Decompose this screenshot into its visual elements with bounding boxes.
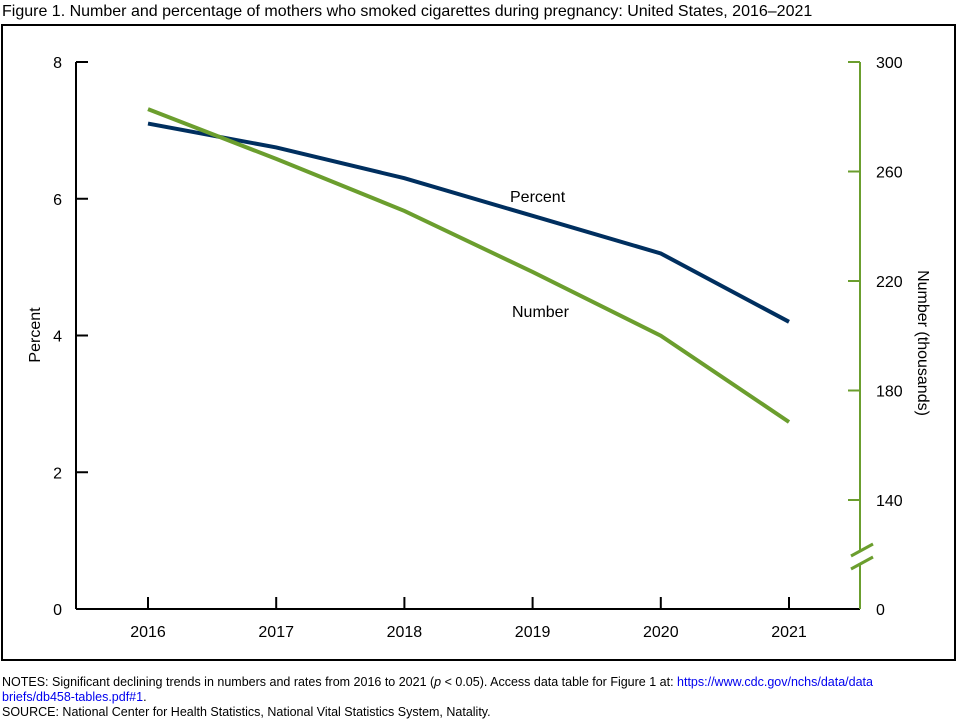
data-table-link[interactable]: https://www.cdc.gov/nchs/data/data: [677, 675, 873, 689]
left-tick-label: 2: [53, 465, 62, 482]
notes-end: .: [143, 690, 147, 704]
x-tick-label: 2018: [387, 624, 423, 641]
notes-p: p: [434, 675, 442, 689]
source: SOURCE: National Center for Health Stati…: [2, 705, 491, 719]
chart-title: Figure 1. Number and percentage of mothe…: [2, 3, 813, 20]
y-axis-label: Percent: [27, 307, 44, 363]
axis-break-mark: [850, 555, 874, 571]
left-tick-label: 0: [53, 602, 62, 619]
right-tick-label: 220: [876, 274, 903, 291]
x-tick-label: 2019: [515, 624, 551, 641]
x-tick-label: 2016: [130, 624, 166, 641]
series-line-percent: [147, 121, 790, 324]
right-tick-label: 300: [876, 55, 903, 72]
right-tick-label: 0: [876, 602, 885, 619]
series-label-number: Number: [512, 304, 570, 321]
left-tick-label: 6: [53, 192, 62, 209]
data-table-link-2[interactable]: briefs/db458-tables.pdf#1: [2, 690, 144, 704]
notes-line-2: briefs/db458-tables.pdf#1.: [2, 690, 147, 704]
x-tick-label: 2020: [643, 624, 679, 641]
x-tick-label: 2021: [771, 624, 807, 641]
chart-frame: [1, 24, 956, 661]
notes-text-2: < 0.05). Access data table for Figure 1 …: [441, 675, 678, 689]
notes: NOTES: Significant declining trends in n…: [2, 675, 873, 689]
right-tick-label: 180: [876, 384, 903, 401]
y-axis-right-label: Number (thousands): [914, 270, 931, 416]
notes-text: NOTES: Significant declining trends in n…: [2, 675, 435, 689]
right-tick-label: 260: [876, 165, 903, 182]
left-tick-label: 4: [53, 329, 62, 346]
left-tick-label: 8: [53, 55, 62, 72]
right-tick-label: 140: [876, 493, 903, 510]
series-label-percent: Percent: [510, 189, 566, 206]
series-line-number: [147, 107, 791, 424]
axis-break-mark: [850, 542, 874, 558]
x-tick-label: 2017: [258, 624, 294, 641]
